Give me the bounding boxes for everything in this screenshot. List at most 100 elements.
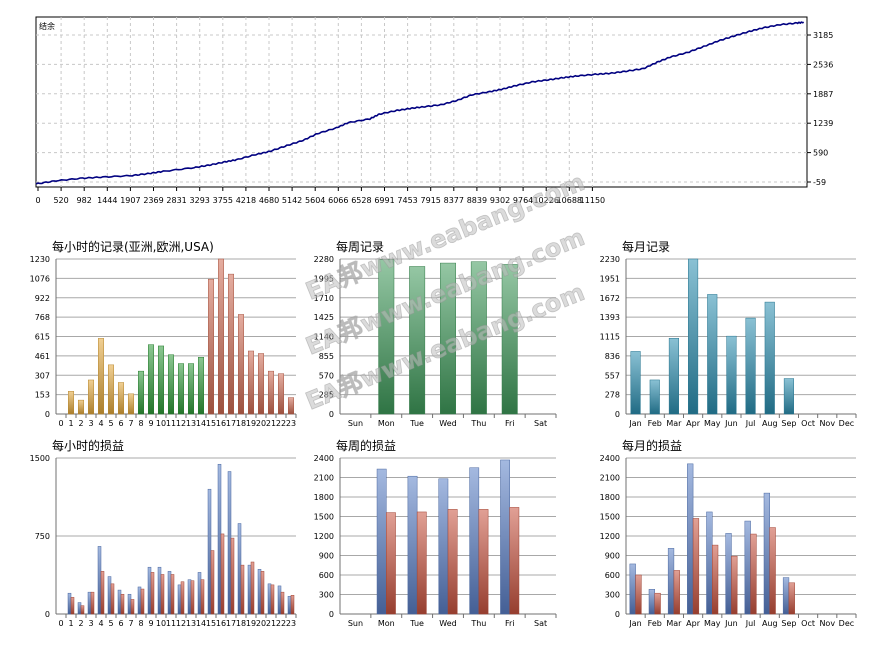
balance-x-tick: 7915 [421,196,441,205]
weekly-records-x-tick: Thu [470,419,486,428]
hourly-records-x-tick: 19 [246,419,256,428]
weekly-profit-x-tick: Sun [348,619,363,628]
monthly-records-bar [688,258,699,415]
hourly-profit-bar [207,488,212,615]
monthly-profit-x-tick: Apr [686,619,701,628]
weekly-profit-bar [376,468,387,615]
monthly-profit-title: 每月的损益 [622,438,682,453]
hourly-profit-bar [140,588,145,615]
hourly-profit-bar [170,574,175,615]
weekly-profit-y-tick: 600 [319,571,334,580]
monthly-records-x-tick: Feb [648,419,662,428]
hourly-records-x-tick: 15 [206,419,216,428]
weekly-profit-x-tick: Fri [505,619,515,628]
monthly-profit-y-tick: 2100 [600,474,620,483]
monthly-profit-x-tick: Oct [801,619,815,628]
monthly-profit-y-tick: 1200 [600,532,620,541]
hourly-profit-x-tick: 0 [58,619,63,628]
hourly-profit-bar [220,533,225,615]
hourly-profit-x-tick: 23 [286,619,296,628]
weekly-profit-y-tick: 2400 [314,454,334,463]
weekly-records-y-tick: 1425 [314,313,334,322]
hourly-profit-bar [267,583,272,615]
hourly-records-bar [78,399,84,415]
hourly-profit-bar [200,579,205,615]
monthly-records-x-tick: Jul [745,419,756,428]
hourly-profit-bar [270,584,275,615]
hourly-records-bar [188,363,194,415]
hourly-records-x-tick: 20 [256,419,266,428]
hourly-profit-x-tick: 3 [88,619,93,628]
monthly-profit-bar [667,548,675,615]
weekly-profit-bar [447,509,458,615]
hourly-records-bar [138,370,144,415]
balance-y-tick: 2536 [813,60,833,69]
hourly-records-bar [228,273,234,415]
hourly-profit-bar [240,564,245,615]
monthly-profit-y-tick: 600 [605,571,620,580]
weekly-profit-bar [469,467,480,615]
monthly-profit-bar [763,492,770,615]
hourly-records-x-tick: 13 [186,419,196,428]
hourly-records-x-tick: 14 [196,419,206,428]
hourly-records-x-tick: 4 [98,419,103,428]
hourly-profit-x-tick: 2 [78,619,83,628]
hourly-records-bar [68,391,74,415]
hourly-records-bar [208,278,214,415]
balance-x-tick: 10688 [557,196,582,205]
hourly-records-y-tick: 1230 [30,255,50,264]
weekly-profit-bar [407,475,418,615]
monthly-records-x-tick: Mar [666,419,682,428]
hourly-profit-bar [230,537,235,615]
weekly-profit-y-tick: 1800 [314,493,334,502]
monthly-records-bar [783,378,794,415]
monthly-records-y-tick: 557 [605,371,620,380]
monthly-records-bar [726,335,737,415]
weekly-profit-y-tick: 0 [329,610,334,619]
hourly-records-x-tick: 22 [276,419,286,428]
hourly-profit-bar [167,571,172,615]
hourly-profit-y-tick: 0 [45,610,50,619]
weekly-records-title: 每周记录 [336,239,384,254]
hourly-profit-bar [117,589,122,615]
hourly-profit-x-tick: 20 [256,619,266,628]
balance-plot-area [35,16,808,188]
weekly-profit-bar [416,511,427,615]
hourly-records-bar [198,357,204,415]
monthly-records-y-tick: 1951 [600,274,620,283]
monthly-profit-x-tick: Jan [628,619,641,628]
balance-x-tick: 6528 [351,196,371,205]
hourly-profit-bar [290,595,295,615]
monthly-records-bar [764,301,775,415]
monthly-records-x-tick: May [704,419,721,428]
weekly-profit-x-tick: Tue [409,619,424,628]
weekly-profit-y-tick: 300 [319,591,334,600]
hourly-records-y-tick: 615 [35,333,50,342]
monthly-records-y-tick: 1393 [600,313,620,322]
hourly-records-bar [268,370,274,415]
hourly-profit-x-tick: 15 [206,619,216,628]
balance-x-tick: 10226 [533,196,558,205]
hourly-profit-x-tick: 10 [156,619,166,628]
hourly-profit-bar [90,591,95,615]
monthly-profit-x-tick: Sep [781,619,796,628]
hourly-records-x-tick: 18 [236,419,246,428]
hourly-records-bar [168,354,174,415]
hourly-records-bar [128,393,134,415]
hourly-profit-x-tick: 16 [216,619,226,628]
hourly-records-bar [258,353,264,415]
balance-x-tick: 2369 [143,196,163,205]
weekly-profit-bar [478,509,489,615]
hourly-profit-x-tick: 4 [98,619,103,628]
hourly-profit-x-tick: 8 [138,619,143,628]
monthly-profit-y-tick: 2400 [600,454,620,463]
monthly-profit-x-tick: May [704,619,721,628]
hourly-profit-x-tick: 11 [166,619,176,628]
monthly-records-y-tick: 1672 [600,294,620,303]
hourly-profit-bar [180,581,185,615]
hourly-profit-bar [257,569,262,615]
